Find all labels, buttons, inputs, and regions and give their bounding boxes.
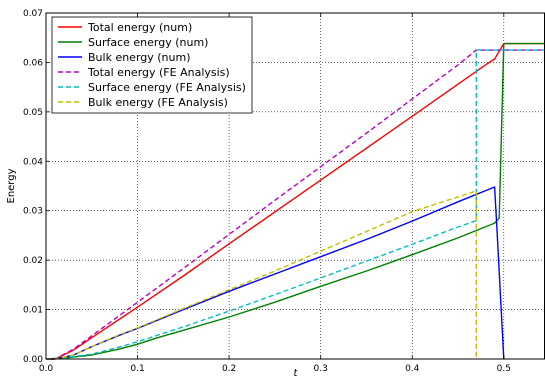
legend-box <box>51 16 253 114</box>
legend-label: Bulk energy (num) <box>88 51 191 64</box>
series-lines <box>45 42 545 360</box>
y-tick-label: 0.00 <box>23 355 43 365</box>
series-line-4 <box>46 49 545 360</box>
series-line-6 <box>46 190 477 360</box>
x-tick-label: 0.2 <box>222 364 236 374</box>
x-tick-label: 0.4 <box>405 364 420 374</box>
legend-label: Surface energy (FE Analysis) <box>88 81 246 94</box>
y-axis-label: Energy <box>6 168 17 203</box>
y-tick-label: 0.05 <box>23 108 43 118</box>
y-tick-label: 0.07 <box>23 9 43 19</box>
y-tick-label: 0.03 <box>23 207 43 217</box>
axis-ticks: 0.0 0.1 0.2 0.3 0.4 0.5 0.00 0.01 0.02 0.03 0.04 0.… <box>23 9 511 374</box>
y-tick-label: 0.02 <box>23 256 43 266</box>
series-line-1 <box>46 42 545 360</box>
legend-label: Total energy (FE Analysis) <box>87 66 230 79</box>
legend-label: Surface energy (num) <box>88 36 208 49</box>
x-tick-label: 0.1 <box>130 364 144 374</box>
x-tick-label: 0.3 <box>314 364 328 374</box>
legend-label: Total energy (num) <box>87 21 192 34</box>
y-tick-label: 0.06 <box>23 58 43 68</box>
x-axis-label: t <box>294 368 299 379</box>
y-tick-label: 0.04 <box>23 157 43 167</box>
x-tick-label: 0.5 <box>497 364 511 374</box>
legend-label: Bulk energy (FE Analysis) <box>88 96 228 109</box>
x-tick-label: 0.0 <box>39 364 54 374</box>
grid <box>46 13 545 359</box>
y-tick-label: 0.01 <box>23 306 43 316</box>
legend: Total energy (num) Surface energy (num) Bu… <box>51 16 253 114</box>
